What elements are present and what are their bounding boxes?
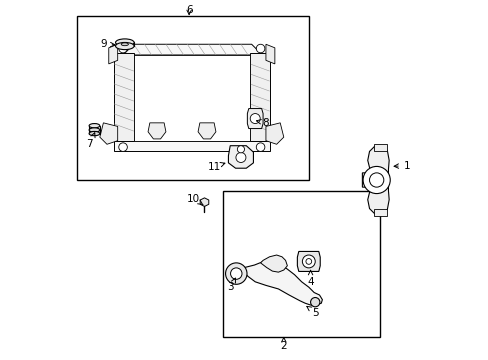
Circle shape [119,44,127,53]
Polygon shape [265,123,283,144]
Bar [223,191,380,337]
Ellipse shape [115,39,134,46]
Ellipse shape [121,43,128,46]
Circle shape [250,113,260,123]
Bar [373,144,386,151]
Polygon shape [260,255,287,272]
Polygon shape [108,44,118,64]
Text: 5: 5 [306,306,319,318]
Circle shape [237,146,244,153]
Text: 7: 7 [86,133,95,149]
Text: 11: 11 [207,162,224,172]
Circle shape [305,258,311,264]
Circle shape [363,166,389,194]
Polygon shape [200,198,208,206]
Circle shape [230,268,242,279]
Circle shape [256,44,264,53]
Circle shape [369,173,383,187]
Text: 3: 3 [227,278,235,292]
Polygon shape [100,123,118,144]
Polygon shape [148,123,165,139]
Polygon shape [242,262,322,305]
Circle shape [256,143,264,152]
Circle shape [302,255,315,268]
Ellipse shape [89,128,100,132]
Polygon shape [247,109,263,129]
Text: 1: 1 [393,161,409,171]
Bar [77,16,308,180]
Text: 9: 9 [100,39,115,49]
Polygon shape [265,44,274,64]
Text: 4: 4 [306,270,313,287]
Ellipse shape [89,131,100,136]
Text: 10: 10 [187,194,203,205]
Bar [373,209,386,216]
Polygon shape [362,146,388,214]
Circle shape [235,153,245,162]
Text: 8: 8 [256,118,269,128]
Ellipse shape [115,42,134,50]
Circle shape [119,143,127,152]
Bar [134,55,249,141]
Polygon shape [297,251,320,271]
Text: 2: 2 [280,338,286,351]
Polygon shape [198,123,216,139]
Polygon shape [114,141,269,152]
Polygon shape [228,146,253,168]
Polygon shape [124,44,260,62]
Circle shape [225,263,246,284]
Ellipse shape [89,123,100,128]
Polygon shape [249,53,269,141]
Text: 6: 6 [185,5,192,15]
Polygon shape [114,53,134,141]
Circle shape [310,297,319,307]
